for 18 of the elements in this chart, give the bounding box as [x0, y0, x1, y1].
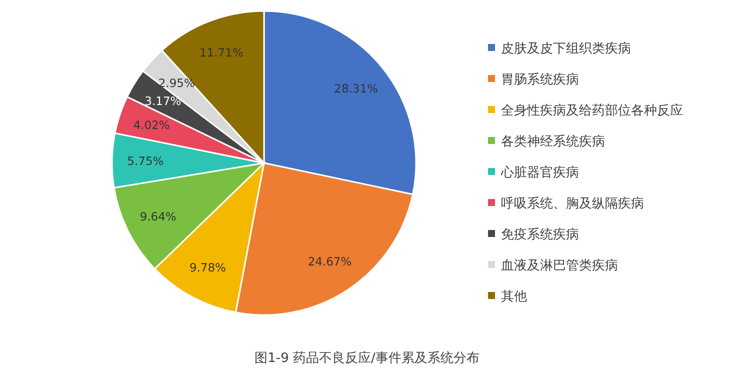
data-label: 5.75%	[127, 154, 164, 168]
legend-label: 呼吸系统、胸及纵隔疾病	[501, 196, 644, 212]
data-label: 28.31%	[334, 81, 378, 96]
data-label: 11.71%	[199, 45, 244, 60]
data-label: 9.78%	[189, 260, 226, 274]
legend-label: 皮肤及皮下组织类疾病	[501, 42, 631, 56]
legend-label: 血液及淋巴管类疾病	[501, 258, 618, 274]
data-label: 9.64%	[140, 209, 176, 224]
data-label: 4.02%	[133, 118, 170, 132]
legend-label: 其他	[501, 290, 527, 304]
data-label: 24.67%	[308, 254, 352, 269]
legend-label: 全身性疾病及给药部位各种反应	[501, 102, 683, 118]
legend-label: 胃肠系统疾病	[501, 72, 579, 88]
data-label: 3.17%	[144, 94, 182, 108]
legend-label: 各类神经系统疾病	[501, 134, 605, 150]
legend-label: 免疫系统疾病	[501, 228, 579, 242]
text: 图1-9 药品不良反应/事件累及系统分布	[254, 350, 480, 366]
legend-label: 心脏器官疾病	[500, 164, 579, 180]
